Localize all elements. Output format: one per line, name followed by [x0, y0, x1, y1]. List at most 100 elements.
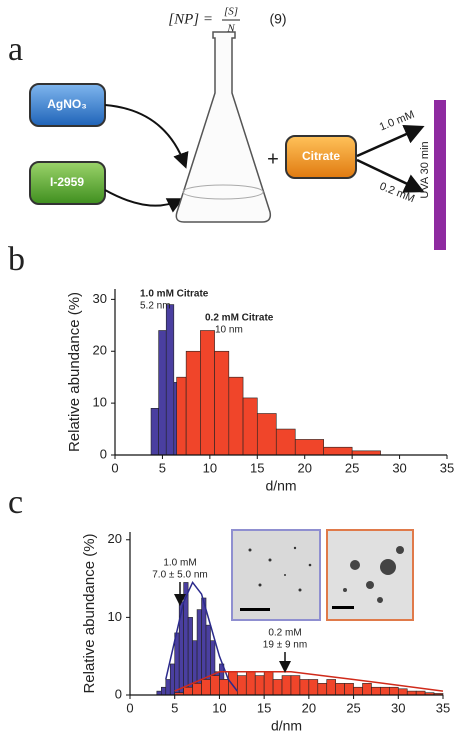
reagent-label: Citrate [302, 149, 340, 163]
bar [275, 428, 296, 456]
scale-bar [332, 606, 354, 609]
y-tick-label: 30 [93, 291, 107, 306]
bar [371, 686, 381, 696]
x-tick-label: 15 [250, 460, 264, 475]
reagent-label: I-2959 [50, 175, 84, 189]
y-tick-label: 20 [108, 531, 122, 546]
x-axis-label: d/nm [265, 478, 296, 494]
bar [192, 683, 202, 696]
x-tick-label: 20 [302, 700, 316, 715]
x-tick-label: 0 [126, 700, 133, 715]
bar [169, 663, 176, 696]
y-axis-label: Relative abundance (%) [66, 292, 83, 452]
bar [200, 330, 215, 456]
bar [196, 609, 202, 696]
y-tick-label: 10 [93, 395, 107, 410]
bar [214, 350, 230, 456]
bar [201, 679, 211, 696]
bar [281, 675, 292, 696]
panel-label: b [8, 241, 25, 278]
bar [294, 439, 324, 456]
bar [272, 679, 283, 696]
annotation: 10 nm [215, 325, 243, 336]
tem-image [231, 529, 321, 621]
bar [380, 686, 390, 696]
condition-label: 1.0 mM [378, 109, 417, 134]
bar [228, 671, 238, 696]
bar [165, 679, 171, 696]
x-tick-label: 35 [436, 700, 450, 715]
equation-number: (9) [269, 11, 286, 27]
condition-label: 0.2 mM [378, 180, 417, 205]
bar [254, 675, 265, 696]
particles [248, 546, 312, 592]
uva-bar [434, 100, 446, 250]
x-tick-label: 15 [257, 700, 271, 715]
bar [245, 671, 256, 696]
bar [210, 675, 220, 696]
y-tick-label: 0 [100, 446, 107, 461]
annotation: 5.2 nm [140, 301, 171, 312]
x-axis-label: d/nm [271, 718, 302, 734]
x-tick-label: 30 [391, 700, 405, 715]
annotation: 1.0 mM [163, 558, 196, 569]
bar [299, 679, 310, 696]
reagent-box [285, 135, 357, 179]
x-tick-label: 5 [171, 700, 178, 715]
bar [397, 688, 408, 696]
arrow [104, 189, 184, 213]
y-tick-label: 10 [108, 609, 122, 624]
bar [308, 679, 319, 696]
panel-label: a [8, 31, 23, 68]
panel-label: c [8, 484, 23, 521]
bar [219, 679, 229, 696]
arrow [104, 104, 189, 169]
bar [165, 304, 175, 456]
x-tick-label: 35 [440, 460, 454, 475]
bar [290, 675, 301, 696]
bar [353, 686, 363, 696]
bar [183, 686, 193, 696]
x-tick-label: 30 [392, 460, 406, 475]
bar [389, 686, 399, 696]
bar [263, 671, 274, 696]
bar [326, 679, 336, 696]
annotation: 7.0 ± 5.0 nm [152, 570, 208, 581]
scale-bar [240, 608, 270, 611]
reagent-box [29, 161, 106, 205]
plus: + [267, 148, 279, 170]
annotation: 0.2 mM Citrate [205, 313, 274, 324]
bar [237, 675, 247, 696]
bar [228, 376, 244, 456]
bar [174, 632, 180, 696]
bar [185, 350, 201, 456]
bar [158, 330, 167, 456]
annotation: 19 ± 9 nm [263, 640, 307, 651]
equation-denominator: N [226, 23, 235, 35]
bar [323, 446, 353, 456]
x-tick-label: 25 [345, 460, 359, 475]
bar [150, 408, 159, 456]
x-tick-label: 5 [159, 460, 166, 475]
bar [344, 683, 354, 696]
x-tick-label: 25 [346, 700, 360, 715]
annotation: 1.0 mM Citrate [140, 289, 209, 300]
y-axis-label: Relative abundance (%) [81, 533, 98, 693]
arrow [356, 124, 425, 158]
bar [176, 376, 187, 456]
arrow [356, 158, 425, 193]
flask [175, 31, 272, 223]
bar [242, 397, 258, 456]
particles [343, 546, 404, 603]
bar [351, 450, 381, 456]
bar [335, 683, 345, 696]
y-tick-label: 20 [93, 343, 107, 358]
x-tick-label: 0 [111, 460, 118, 475]
y-tick-label: 0 [115, 686, 122, 701]
flask-liquid [182, 184, 264, 200]
x-tick-label: 10 [203, 460, 217, 475]
x-tick-label: 20 [297, 460, 311, 475]
treatment-label: UVA 30 min [419, 141, 431, 198]
reagent-label: AgNO₃ [47, 97, 87, 111]
